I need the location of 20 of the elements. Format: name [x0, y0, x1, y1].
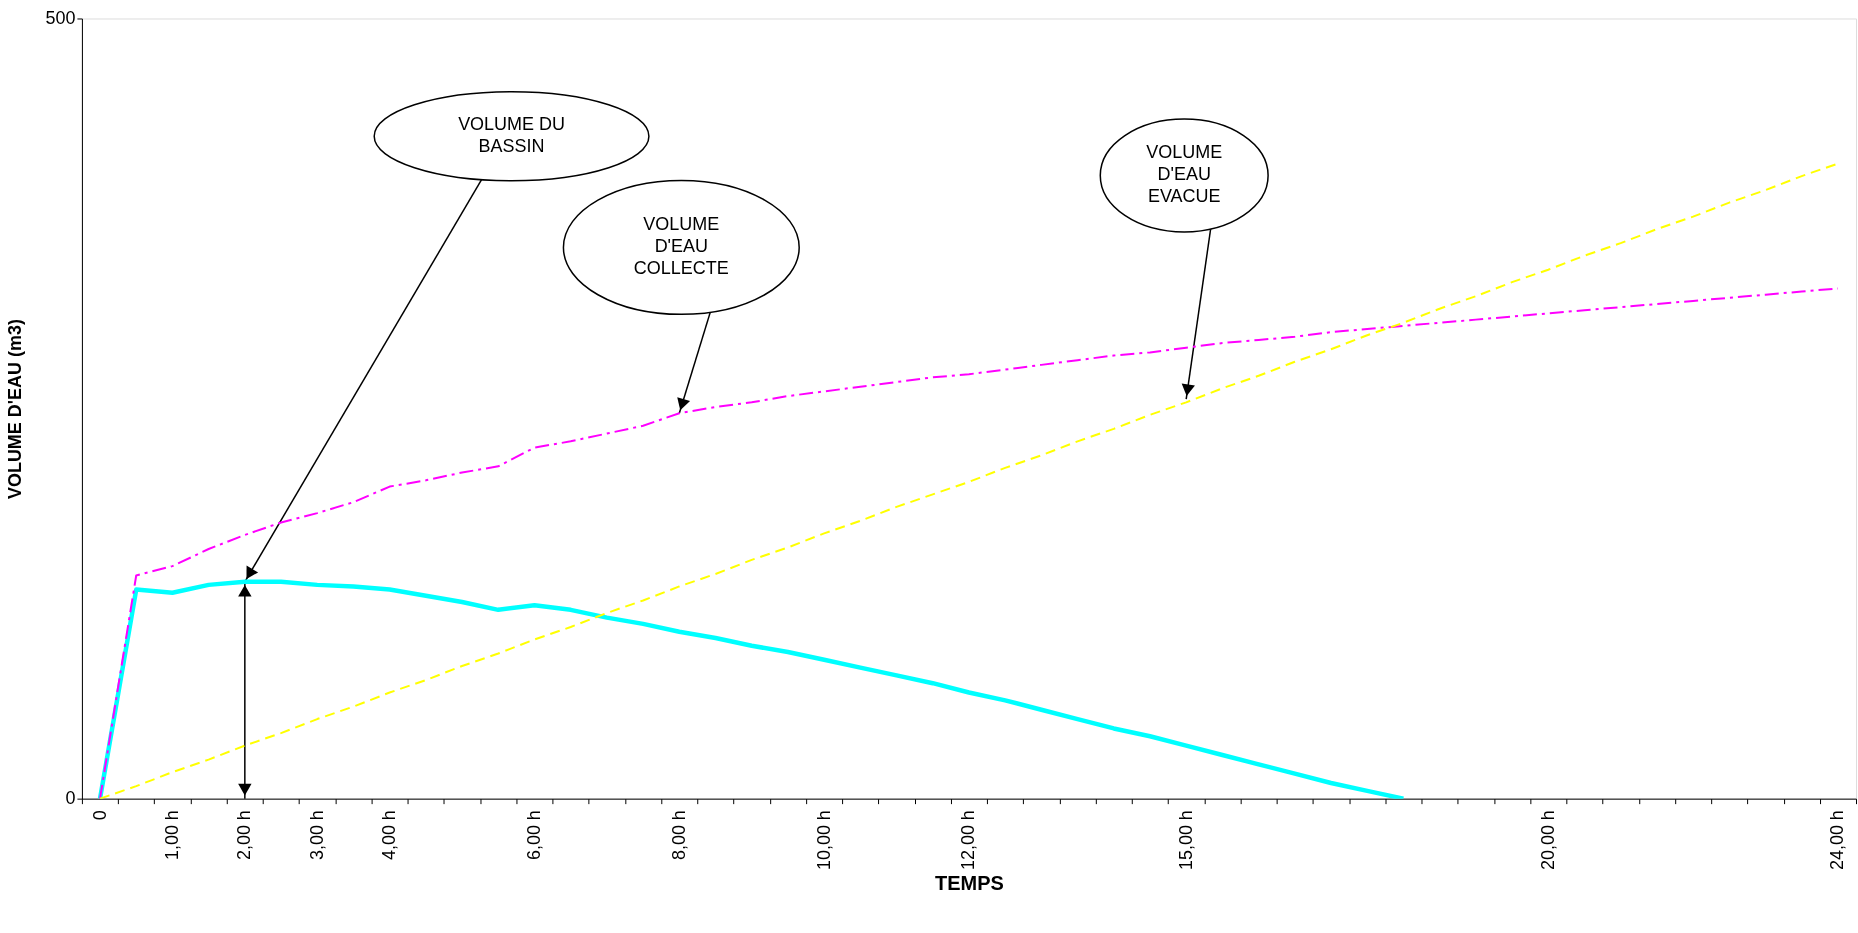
x-tick-label: 2,00 h: [234, 810, 255, 861]
annotation: VOLUME D'EAU EVACUE: [1146, 142, 1223, 207]
line-series: [99, 287, 1839, 799]
x-tick-label: 12,00 h: [958, 810, 979, 871]
x-tick-label: 8,00 h: [668, 810, 689, 861]
annotation: VOLUME DU BASSIN: [458, 114, 565, 157]
x-axis-title: TEMPS: [935, 872, 1004, 895]
x-tick-label: 3,00 h: [306, 810, 327, 861]
y-tick-label: 500: [45, 7, 76, 28]
x-tick-label: 20,00 h: [1537, 810, 1558, 871]
x-tick-label: 10,00 h: [813, 810, 834, 871]
x-tick-label: 4,00 h: [379, 810, 400, 861]
y-axis-title: VOLUME D'EAU (m3): [5, 319, 26, 500]
annotation: VOLUME D'EAU COLLECTE: [633, 214, 729, 279]
x-tick-label: 6,00 h: [523, 810, 544, 861]
x-tick-label: 0: [89, 810, 110, 821]
x-tick-label: 24,00 h: [1827, 810, 1848, 871]
x-tick-label: 1,00 h: [161, 810, 182, 861]
line-series: [97, 579, 1406, 799]
x-tick-label: 15,00 h: [1175, 810, 1196, 871]
